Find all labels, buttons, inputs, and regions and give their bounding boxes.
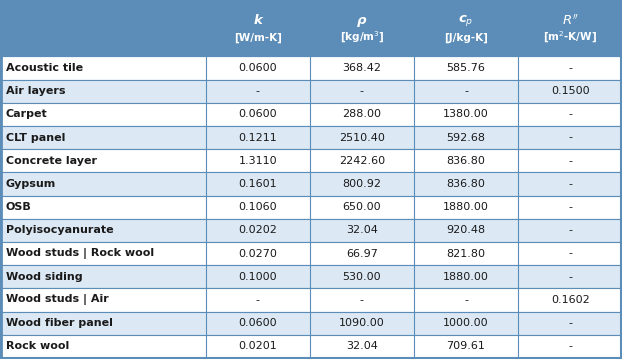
Text: 530.00: 530.00: [343, 272, 381, 282]
Text: 585.76: 585.76: [447, 63, 485, 73]
Text: -: -: [568, 225, 572, 236]
Text: 0.1211: 0.1211: [238, 132, 277, 143]
Bar: [1, 288, 621, 312]
Text: 2510.40: 2510.40: [339, 132, 385, 143]
Text: 32.04: 32.04: [346, 341, 378, 351]
Text: -: -: [568, 272, 572, 282]
Bar: [1, 219, 621, 242]
Text: Wood studs | Air: Wood studs | Air: [6, 294, 109, 306]
Text: 0.0600: 0.0600: [238, 318, 277, 328]
Text: 709.61: 709.61: [447, 341, 485, 351]
Text: 836.80: 836.80: [447, 156, 485, 166]
Text: 288.00: 288.00: [342, 109, 381, 119]
Text: [m$^2$-K/W]: [m$^2$-K/W]: [543, 30, 597, 45]
Text: [J/kg-K]: [J/kg-K]: [444, 33, 488, 43]
Text: -: -: [464, 295, 468, 305]
Bar: [1, 126, 621, 149]
Text: -: -: [360, 86, 364, 96]
Text: -: -: [568, 341, 572, 351]
Text: [W/m-K]: [W/m-K]: [234, 33, 282, 43]
Text: 1380.00: 1380.00: [443, 109, 489, 119]
Text: 0.1500: 0.1500: [551, 86, 590, 96]
Text: 0.1000: 0.1000: [238, 272, 277, 282]
Text: Rock wool: Rock wool: [6, 341, 69, 351]
Bar: [1, 172, 621, 196]
Text: [kg/m$^3$]: [kg/m$^3$]: [340, 30, 384, 45]
Text: -: -: [568, 109, 572, 119]
Text: -: -: [464, 86, 468, 96]
Bar: [1, 312, 621, 335]
Text: $R''$: $R''$: [562, 14, 578, 28]
Text: 592.68: 592.68: [447, 132, 486, 143]
Text: 1880.00: 1880.00: [443, 202, 489, 212]
Text: -: -: [256, 86, 259, 96]
Text: -: -: [568, 156, 572, 166]
Text: 0.0270: 0.0270: [238, 248, 277, 258]
Bar: [1, 242, 621, 265]
Text: 32.04: 32.04: [346, 225, 378, 236]
Text: 1090.00: 1090.00: [339, 318, 385, 328]
Text: 368.42: 368.42: [342, 63, 381, 73]
Text: 1.3110: 1.3110: [238, 156, 277, 166]
Text: -: -: [568, 63, 572, 73]
Text: -: -: [568, 248, 572, 258]
Text: Carpet: Carpet: [6, 109, 48, 119]
Text: Wood siding: Wood siding: [6, 272, 83, 282]
Text: 0.0600: 0.0600: [238, 109, 277, 119]
Text: -: -: [256, 295, 259, 305]
Text: 0.1602: 0.1602: [551, 295, 590, 305]
Bar: [1, 265, 621, 288]
Text: -: -: [568, 132, 572, 143]
Text: 2242.60: 2242.60: [339, 156, 385, 166]
Text: 650.00: 650.00: [343, 202, 381, 212]
Bar: [1, 149, 621, 172]
Text: Acoustic tile: Acoustic tile: [6, 63, 83, 73]
Text: 0.0202: 0.0202: [238, 225, 277, 236]
Text: Wood studs | Rock wool: Wood studs | Rock wool: [6, 248, 154, 259]
Text: c$_p$: c$_p$: [458, 13, 474, 28]
Bar: [1, 196, 621, 219]
Text: ρ: ρ: [357, 14, 366, 27]
Text: -: -: [568, 179, 572, 189]
Bar: [1, 56, 621, 80]
Text: 0.1601: 0.1601: [238, 179, 277, 189]
Bar: [1, 103, 621, 126]
Bar: [1, 335, 621, 358]
Bar: [1, 80, 621, 103]
Text: Polyisocyanurate: Polyisocyanurate: [6, 225, 114, 236]
Text: 0.0201: 0.0201: [238, 341, 277, 351]
Text: Concrete layer: Concrete layer: [6, 156, 97, 166]
Text: Gypsum: Gypsum: [6, 179, 56, 189]
Text: k: k: [253, 14, 262, 27]
Text: Air layers: Air layers: [6, 86, 65, 96]
Text: 1880.00: 1880.00: [443, 272, 489, 282]
Text: -: -: [568, 318, 572, 328]
Text: 836.80: 836.80: [447, 179, 485, 189]
Text: 1000.00: 1000.00: [443, 318, 489, 328]
Text: OSB: OSB: [6, 202, 32, 212]
Text: 920.48: 920.48: [447, 225, 486, 236]
Text: 800.92: 800.92: [342, 179, 381, 189]
Text: Wood fiber panel: Wood fiber panel: [6, 318, 113, 328]
Text: 821.80: 821.80: [447, 248, 486, 258]
Text: -: -: [568, 202, 572, 212]
Text: 0.0600: 0.0600: [238, 63, 277, 73]
Text: CLT panel: CLT panel: [6, 132, 65, 143]
Text: 66.97: 66.97: [346, 248, 378, 258]
Text: 0.1060: 0.1060: [238, 202, 277, 212]
Text: -: -: [360, 295, 364, 305]
